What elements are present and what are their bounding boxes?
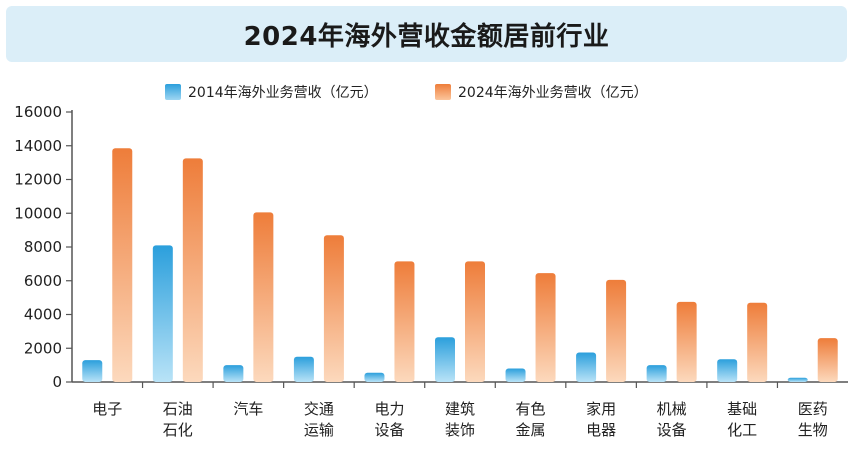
x-category-label: 机械 — [657, 400, 687, 418]
y-tick-label: 8000 — [24, 238, 62, 256]
x-category-label: 电力 — [374, 400, 404, 418]
bar-2024 — [817, 338, 838, 382]
bar-2014 — [293, 356, 314, 382]
x-category-label: 设备 — [657, 421, 687, 439]
bar-2014 — [787, 377, 808, 382]
legend-label-2014: 2014年海外业务营收（亿元） — [188, 85, 378, 101]
x-category-label: 家用 — [586, 400, 616, 418]
y-tick-label: 0 — [52, 373, 62, 391]
x-category-label: 交通 — [304, 400, 334, 418]
bar-2014 — [576, 352, 597, 382]
legend: 2014年海外业务营收（亿元） 2024年海外业务营收（亿元） — [0, 82, 855, 104]
bar-2014 — [646, 365, 667, 382]
x-category-label: 基础 — [727, 400, 757, 418]
x-category-label: 医药 — [798, 400, 828, 418]
y-tick-label: 6000 — [24, 272, 62, 290]
bar-2024 — [465, 261, 485, 382]
x-category-label: 生物 — [798, 421, 828, 439]
bar-2024 — [112, 148, 133, 382]
x-category-label: 装饰 — [445, 421, 475, 439]
x-category-label: 金属 — [516, 421, 546, 439]
y-tick-label: 14000 — [14, 137, 62, 155]
bar-2024 — [535, 273, 556, 382]
bar-2014 — [364, 372, 385, 382]
x-category-label: 有色 — [516, 400, 546, 418]
y-tick-label: 10000 — [14, 204, 62, 222]
bar-2024 — [323, 235, 344, 382]
y-tick-label: 16000 — [14, 103, 62, 121]
bar-2024 — [606, 279, 627, 382]
bar-2014 — [82, 360, 103, 382]
bar-2014 — [717, 359, 738, 382]
x-category-label: 电器 — [586, 421, 616, 439]
x-category-label: 汽车 — [233, 400, 263, 418]
legend-swatch-2024 — [435, 84, 451, 100]
y-tick-label: 2000 — [24, 339, 62, 357]
legend-swatch-2014 — [165, 84, 181, 100]
x-category-label: 石化 — [163, 421, 193, 439]
title-banner: 2024年海外营收金额居前行业 — [6, 6, 847, 62]
bar-2014 — [435, 337, 455, 382]
bar-2024 — [676, 301, 697, 382]
x-category-label: 建筑 — [445, 400, 475, 418]
bar-2014 — [505, 368, 526, 382]
bar-2014 — [152, 245, 173, 382]
x-category-label: 石油 — [163, 400, 193, 418]
bar-2024 — [182, 158, 203, 382]
bar-2024 — [253, 212, 274, 382]
y-tick-label: 4000 — [24, 306, 62, 324]
legend-item-2014: 2014年海外业务营收（亿元） — [165, 82, 378, 102]
legend-item-2024: 2024年海外业务营收（亿元） — [435, 82, 648, 102]
legend-label-2024: 2024年海外业务营收（亿元） — [458, 85, 648, 101]
x-category-label: 化工 — [727, 421, 757, 439]
bar-2024 — [394, 261, 415, 382]
y-tick-label: 12000 — [14, 171, 62, 189]
bar-2014 — [223, 365, 244, 382]
x-category-label: 运输 — [304, 421, 334, 439]
x-category-label: 设备 — [374, 421, 404, 439]
bar-2024 — [747, 302, 768, 382]
x-category-label: 电子 — [92, 400, 122, 418]
chart-title: 2024年海外营收金额居前行业 — [243, 21, 610, 52]
